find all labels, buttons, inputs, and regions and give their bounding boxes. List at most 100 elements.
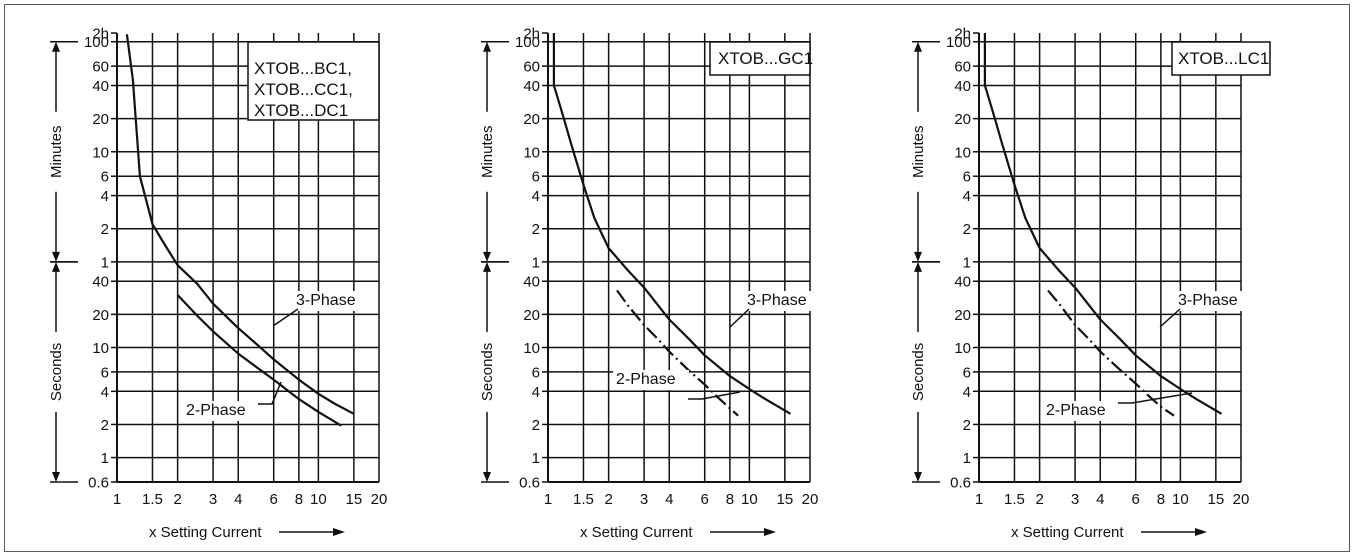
y-tick-label: 4 [101,188,109,205]
three-phase-leader [729,308,750,328]
three-phase-label: 3-Phase [1178,292,1238,309]
y-tick-label: 4 [532,384,540,401]
x-tick-label: 3 [1071,491,1079,508]
y-tick-label: 2 [532,221,540,238]
y-tick-label: 10 [954,144,971,161]
panel-title: XTOB...GC1 [718,49,813,68]
x-tick-label: 4 [1096,491,1104,508]
y-tick-label: 10 [523,340,540,357]
y-tick-label: 6 [963,169,971,186]
x-axis-arrowhead [333,528,345,536]
y-tick-label: 100 [946,34,971,51]
panel-title: XTOB...BC1, [254,59,352,78]
y-tick-label: 6 [532,169,540,186]
panel-title: XTOB...CC1, [254,80,353,99]
band-arrowhead [483,472,491,482]
y-tick-label: 1 [101,450,109,467]
x-tick-label: 6 [701,491,709,508]
x-tick-label: 6 [1132,491,1140,508]
three-phase-label: 3-Phase [296,292,356,309]
x-tick-label: 15 [345,491,362,508]
y-tick-label: 2 [532,417,540,434]
y-tick-label: 10 [92,340,109,357]
x-tick-label: 15 [1207,491,1224,508]
y-tick-label: 0.6 [519,475,540,492]
x-tick-label: 10 [741,491,758,508]
x-tick-label: 3 [640,491,648,508]
y-tick-label: 2 [963,221,971,238]
grid [979,33,1242,482]
label-backdrop [183,401,259,421]
seconds-band-label: Seconds [910,343,927,401]
band-arrowhead [914,251,922,262]
y-tick-label: 10 [954,340,971,357]
y-tick-label: 20 [523,111,540,128]
y-tick-label: 10 [92,144,109,161]
x-tick-label: 10 [1172,491,1189,508]
x-tick-label: 10 [310,491,327,508]
y-tick-label: 6 [963,364,971,381]
label-backdrop [293,291,375,311]
band-arrowhead [52,251,60,262]
two-phase-curve [1047,289,1175,417]
y-tick-label: 60 [954,59,971,76]
x-axis-label: x Setting Current [580,524,693,541]
two-phase-curve [616,289,739,417]
panel-title: XTOB...LC1 [1178,49,1269,68]
y-tick-label: 40 [523,274,540,291]
band-arrowhead [914,472,922,482]
y-tick-label: 6 [101,169,109,186]
y-tick-label: 2 [101,221,109,238]
y-tick-label: 6 [532,364,540,381]
two-phase-label: 2-Phase [616,371,676,388]
x-tick-label: 6 [270,491,278,508]
minutes-band-label: Minutes [479,126,496,179]
two-phase-curve [176,294,342,427]
y-tick-label: 4 [963,384,971,401]
y-tick-label: 20 [92,111,109,128]
x-axis-label: x Setting Current [149,524,262,541]
x-tick-label: 8 [1157,491,1165,508]
band-arrowhead [483,261,491,272]
x-tick-label: 1.5 [573,491,594,508]
seconds-band: Seconds [910,261,940,483]
y-tick-label: 2 [963,417,971,434]
title-box [247,41,380,121]
x-tick-label: 20 [371,491,388,508]
y-tick-label: 40 [523,78,540,95]
x-tick-label: 4 [665,491,673,508]
band-arrowhead [52,472,60,482]
x-axis-arrowhead [1195,528,1207,536]
label-backdrop [1175,291,1257,311]
three-phase-curve [552,33,792,415]
y-tick-label: 20 [523,307,540,324]
y-tick-label: 60 [92,59,109,76]
minutes-band: Minutes [479,40,509,263]
y-tick-label: 60 [523,59,540,76]
x-axis-label: x Setting Current [1011,524,1124,541]
x-tick-label: 3 [209,491,217,508]
x-tick-label: 1 [113,491,121,508]
y-tick-label: 100 [515,34,540,51]
label-backdrop [613,370,689,390]
two-phase-leader [258,381,282,405]
x-tick-label: 20 [802,491,819,508]
two-phase-leader [1118,392,1193,404]
y-tick-label: 6 [101,364,109,381]
y-tick-label: 1 [963,254,971,271]
x-tick-label: 1 [975,491,983,508]
y-tick-label: 2h [92,26,109,43]
title-box [1171,41,1271,76]
x-tick-label: 4 [234,491,242,508]
y-tick-label: 1 [532,254,540,271]
band-arrowhead [52,41,60,52]
y-tick-label: 20 [92,307,109,324]
y-tick-label: 2 [101,417,109,434]
y-tick-label: 4 [532,188,540,205]
x-tick-label: 1.5 [142,491,163,508]
y-tick-label: 1 [101,254,109,271]
y-tick-label: 2h [954,26,971,43]
x-tick-label: 1.5 [1004,491,1025,508]
x-tick-label: 2 [604,491,612,508]
